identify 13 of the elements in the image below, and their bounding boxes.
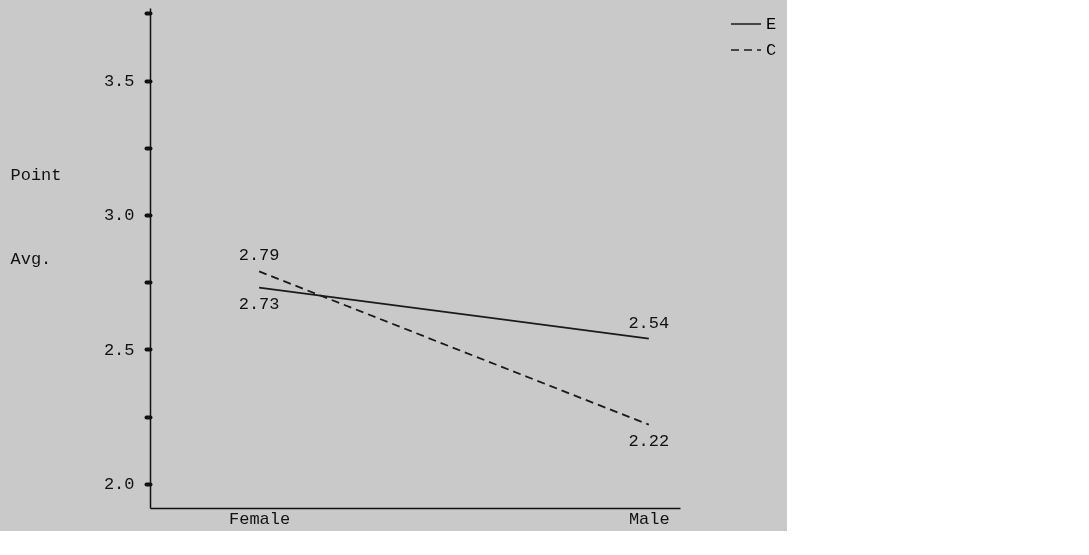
data-label: 2.22 [628, 431, 670, 451]
data-label: 2.79 [238, 246, 280, 266]
y-tick-label: 2.0 [103, 475, 135, 495]
legend-label: C [766, 41, 777, 60]
text: Point Avg. [10, 165, 62, 269]
data-label: 2.73 [238, 294, 280, 314]
y-tick-label: 3.5 [103, 72, 135, 92]
y-tick-label: 3.0 [103, 206, 135, 226]
x-tick-label: Male [628, 509, 670, 529]
y-tick-label: 2.5 [103, 340, 135, 360]
data-label: 2.54 [628, 313, 670, 333]
x-tick-label: Female [229, 509, 291, 529]
legend-label: E [766, 15, 777, 34]
